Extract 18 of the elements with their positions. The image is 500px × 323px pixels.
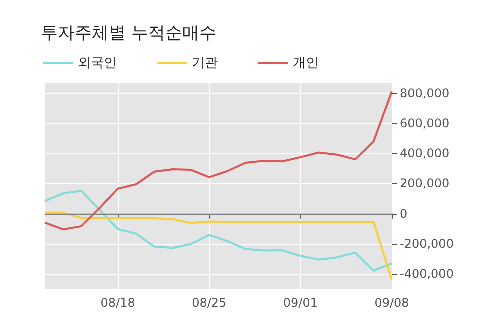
y-tick-label: -400,000 [400,266,454,281]
y-tick-label: -200,000 [400,236,454,251]
y-tick-label: 0 [400,206,408,221]
line-series [44,190,393,272]
line-series [44,212,393,281]
x-tick-label: 08/18 [100,296,136,310]
y-tick-label: 200,000 [400,176,450,191]
chart-title: 투자주체별 누적순매수 [41,24,216,44]
x-tick-label: 09/08 [374,296,410,310]
legend-label: 외국인 [78,56,117,71]
legend-label: 개인 [293,56,319,71]
y-tick-label: 400,000 [400,146,450,161]
y-tick-label: 800,000 [400,86,450,101]
line-series [44,90,393,231]
y-tick-label: 600,000 [400,116,450,131]
x-tick-label: 09/01 [283,296,318,310]
x-tick-label: 08/25 [192,296,227,310]
legend-label: 기관 [192,56,218,71]
